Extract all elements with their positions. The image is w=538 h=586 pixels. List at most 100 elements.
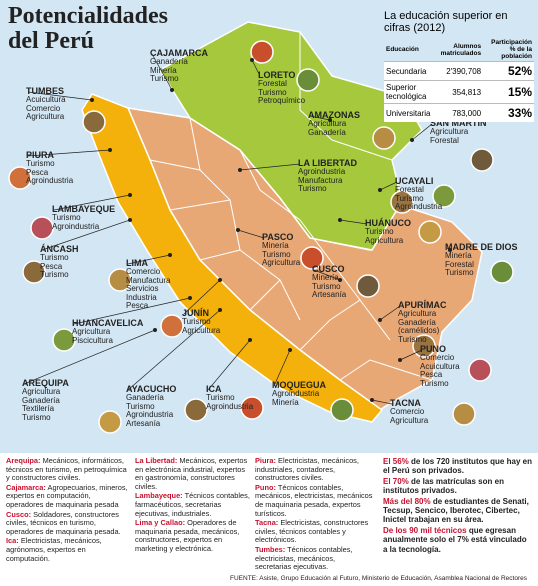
leader-dot [188, 296, 192, 300]
region-name: AREQUIPA [22, 378, 69, 388]
region-name: ÁNCASH [40, 244, 79, 254]
leader-line [127, 254, 171, 265]
leader-dot [448, 248, 452, 252]
region-item: Turismo [365, 227, 394, 236]
entry-text: Operadores de maquinaria pesada, mecánic… [135, 518, 240, 553]
icon [418, 220, 442, 244]
icon [330, 398, 354, 422]
source: FUENTE: Asiste, Grupo Educación al Futur… [230, 575, 527, 582]
icon [82, 110, 106, 134]
leader-dot [218, 278, 222, 282]
region-item: Pesca [40, 261, 63, 271]
region-item: Pesca [126, 301, 149, 311]
region-item: Agricultura [72, 327, 111, 336]
region-item: Turismo [445, 268, 474, 278]
icon [372, 126, 396, 150]
icon [490, 260, 514, 284]
region-label: APURÍMAC Agricultura Ganadería (camélidos) T… [398, 300, 447, 344]
region-item: Comercio [126, 267, 161, 276]
leader-dot [170, 88, 174, 92]
leader-dot [398, 358, 402, 362]
region-label: LIMA Comercio Manufactura Servicios Industri… [126, 258, 170, 311]
icon [240, 396, 264, 420]
icon [160, 314, 184, 338]
text-column: Piura: Electricistas, mecánicos, industr… [255, 456, 373, 573]
region-item: Minería [445, 251, 472, 260]
fact-highlight: De los 90 mil técnicos [383, 525, 467, 535]
region-item: Turismo [150, 74, 179, 84]
region-label: AREQUIPA Agricultura Ganadería Textilería Tu… [22, 378, 69, 422]
text-column: La Libertad: Mecánicos, expertos en elec… [135, 456, 251, 555]
region-item: Turismo [182, 317, 211, 326]
region-label: HUÁNUCO Turismo Agricultura [365, 218, 411, 245]
leader-dot [370, 398, 374, 402]
region-item: Ganadería [126, 393, 164, 402]
table-cell: Superior tecnológica [384, 80, 436, 104]
icon [468, 358, 492, 382]
leader-dot [90, 98, 94, 102]
leader-dot [328, 118, 332, 122]
region-label: PASCO Minería Turismo Agricultura [262, 232, 300, 268]
table-cell: 783,000 [435, 103, 484, 122]
region-item: Turismo [40, 253, 69, 262]
region-name: PIURA [26, 150, 55, 160]
icon [184, 398, 208, 422]
leader-line [239, 163, 301, 171]
region-item: Agroindustria [52, 221, 100, 231]
region-name: LORETO [258, 70, 296, 80]
fact: El 70% de las matrículas son en institut… [383, 477, 533, 496]
leader-dot [236, 228, 240, 232]
region-label: MADRE DE DIOS Minería Forestal Turismo [445, 242, 518, 278]
region-name: APURÍMAC [398, 300, 447, 310]
leader-dot [218, 308, 222, 312]
fact-text: de las matrículas son en institutos priv… [383, 476, 504, 496]
entry: Puno: Técnicos contables, mecánicos, ele… [255, 482, 373, 518]
leader-line [237, 229, 265, 239]
region-item: Manufactura [126, 275, 171, 285]
region-name: SAN MARTÍN [430, 118, 487, 128]
amazon-region [158, 21, 423, 251]
entry-text: Técnicos contables, mecánicos, electrici… [255, 482, 373, 518]
region-item: Agricultura [182, 325, 221, 335]
leader-line [127, 309, 221, 391]
icon [300, 246, 324, 270]
region-name: AYACUCHO [126, 384, 177, 394]
leader-line [379, 181, 398, 191]
region-name: TUMBES [26, 86, 64, 96]
region-name: AMAZONAS [308, 110, 360, 120]
region-item: Piscicultura [72, 335, 113, 345]
region-label: CAJAMARCA Ganadería Minería Turismo [150, 48, 208, 84]
table-cell: 2'390,708 [435, 61, 484, 81]
table-cell: Secundaria [384, 61, 436, 81]
entry: Lima y Callao: Operadores de maquinaria … [135, 518, 251, 553]
region-item: Turismo [312, 281, 341, 291]
region-item: Ganadería [308, 127, 346, 137]
leader-line [27, 149, 111, 157]
entry-text: Electricistas, mecánicos, agrónomos, exp… [6, 536, 102, 563]
entry-name: Ica: [6, 536, 19, 546]
fact: Más del 80% de estudiantes de Senati, Te… [383, 497, 533, 525]
icon [250, 40, 274, 64]
table-cell: 52% [483, 61, 534, 81]
region-name: PUNO [420, 344, 447, 354]
region-name: LAMBAYEQUE [52, 204, 116, 214]
entry: Tumbes: Técnicos contables, electricista… [255, 545, 373, 572]
fact-text: de los 720 institutos que hay en el Perú… [383, 457, 532, 476]
leader-line [371, 399, 393, 405]
region-label: UCAYALI Forestal Turismo Agroindustria [395, 176, 442, 212]
entry: Piura: Electricistas, mecánicos, industr… [255, 456, 373, 483]
region-item: Turismo [40, 270, 69, 280]
title: Potencialidades del Perú [8, 3, 168, 54]
leader-line [207, 339, 251, 391]
icon [52, 328, 76, 352]
icon [452, 402, 476, 426]
region-item: Minería [262, 241, 289, 250]
region-name: LIMA [126, 258, 148, 268]
leader-line [399, 349, 423, 361]
region-label: JUNÍN Turismo Agricultura [182, 308, 220, 335]
region-item: Turismo [395, 193, 424, 203]
leader-dot [288, 348, 292, 352]
region-item: Agricultura [365, 235, 404, 245]
region-item: Turismo [420, 378, 449, 388]
leader-dot [248, 338, 252, 342]
